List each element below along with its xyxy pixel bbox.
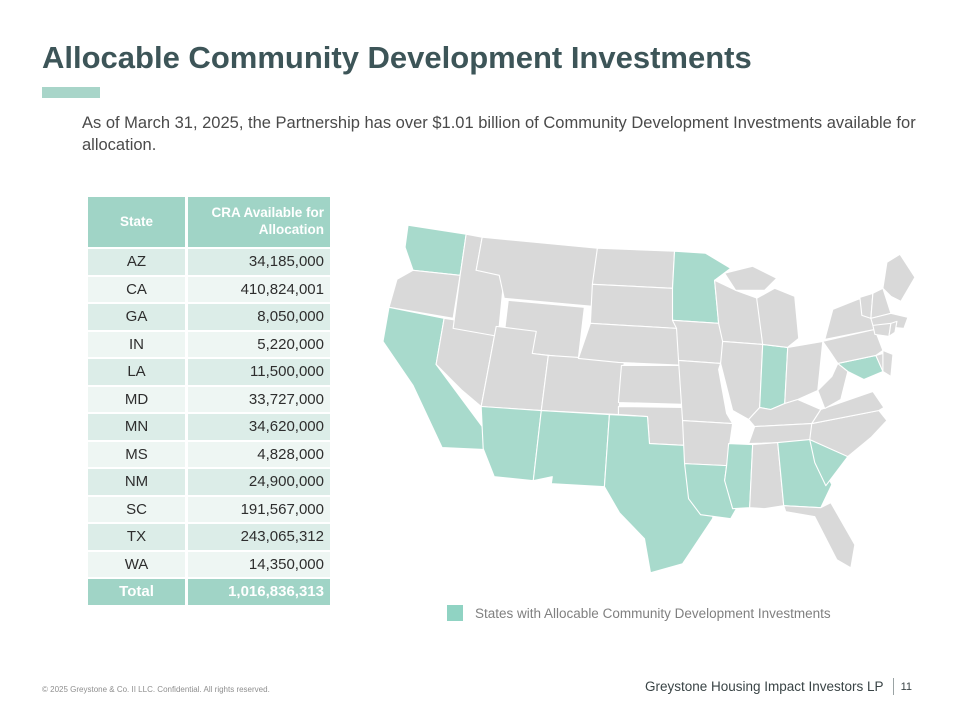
- value-cell: 243,065,312: [188, 524, 330, 550]
- state-cell: SC: [88, 496, 185, 522]
- copyright-text: © 2025 Greystone & Co. II LLC. Confident…: [42, 685, 270, 694]
- table-header: State CRA Available for Allocation: [88, 197, 330, 247]
- state-cell: MN: [88, 414, 185, 440]
- page-number: 11: [900, 680, 912, 693]
- state-OH: [784, 340, 824, 405]
- state-GA: [777, 439, 833, 509]
- state-cell: MS: [88, 441, 185, 467]
- company-name: Greystone Housing Impact Investors LP: [644, 679, 884, 694]
- state-IN: [759, 343, 789, 411]
- state-cell: LA: [88, 359, 185, 385]
- table-row: IN 5,220,000: [88, 331, 330, 357]
- state-cell: GA: [88, 304, 185, 330]
- column-header-cra-available: CRA Available for Allocation: [188, 197, 330, 247]
- state-ME: [882, 253, 916, 302]
- total-label: Total: [88, 579, 185, 605]
- state-cell: IN: [88, 331, 185, 357]
- value-cell: 191,567,000: [188, 496, 330, 522]
- value-cell: 24,900,000: [188, 469, 330, 495]
- value-cell: 33,727,000: [188, 386, 330, 412]
- table-row: TX 243,065,312: [88, 524, 330, 550]
- state-MI: [756, 287, 800, 348]
- total-value: 1,016,836,313: [188, 579, 330, 605]
- legend-label: States with Allocable Community Developm…: [475, 605, 831, 621]
- footer-divider: [892, 678, 894, 695]
- state-cell: MD: [88, 386, 185, 412]
- value-cell: 14,350,000: [188, 551, 330, 577]
- state-IA: [671, 319, 726, 364]
- legend-swatch-icon: [447, 605, 463, 621]
- table-row: CA 410,824,001: [88, 276, 330, 302]
- value-cell: 4,828,000: [188, 441, 330, 467]
- state-FL: [783, 502, 856, 569]
- table-row: WA 14,350,000: [88, 551, 330, 577]
- state-CO: [540, 354, 625, 416]
- state-AR: [681, 419, 734, 467]
- state-cell: CA: [88, 276, 185, 302]
- column-header-state: State: [88, 197, 185, 247]
- table-row: AZ 34,185,000: [88, 249, 330, 275]
- state-cell: AZ: [88, 249, 185, 275]
- state-cell: TX: [88, 524, 185, 550]
- title-accent-bar: [42, 87, 100, 98]
- state-CT: [872, 322, 892, 337]
- state-cell: NM: [88, 469, 185, 495]
- state-cell: WA: [88, 551, 185, 577]
- state-IL: [720, 340, 764, 421]
- table-row: MD 33,727,000: [88, 386, 330, 412]
- state-SD: [589, 283, 678, 329]
- table-row: MS 4,828,000: [88, 441, 330, 467]
- value-cell: 8,050,000: [188, 304, 330, 330]
- state-OR: [388, 269, 461, 319]
- state-MI-upper: [724, 265, 778, 291]
- table-row: NM 24,900,000: [88, 469, 330, 495]
- total-row: Total 1,016,836,313: [88, 579, 330, 605]
- page-title: Allocable Community Development Investme…: [42, 40, 752, 75]
- table-body: AZ 34,185,000 CA 410,824,001 GA 8,050,000 IN 5,…: [88, 249, 330, 577]
- state-RI: [888, 320, 898, 337]
- value-cell: 5,220,000: [188, 331, 330, 357]
- state-WA: [404, 224, 467, 276]
- state-VA: [811, 390, 885, 425]
- state-ND: [591, 247, 676, 289]
- table-row: LA 11,500,000: [88, 359, 330, 385]
- state-NE: [577, 322, 694, 366]
- us-map-svg: [382, 224, 916, 574]
- state-AL: [749, 442, 785, 510]
- value-cell: 34,620,000: [188, 414, 330, 440]
- table-row: MN 34,620,000: [88, 414, 330, 440]
- state-NJ: [882, 349, 894, 378]
- subtitle-text: As of March 31, 2025, the Partnership ha…: [82, 114, 916, 155]
- footer-right: Greystone Housing Impact Investors LP 11: [645, 678, 912, 695]
- table-row: GA 8,050,000: [88, 304, 330, 330]
- value-cell: 410,824,001: [188, 276, 330, 302]
- map-legend: States with Allocable Community Developm…: [447, 605, 831, 621]
- value-cell: 34,185,000: [188, 249, 330, 275]
- value-cell: 11,500,000: [188, 359, 330, 385]
- us-states-map: [382, 216, 939, 584]
- cra-allocation-table: State CRA Available for Allocation AZ 34,…: [85, 195, 333, 607]
- table-row: SC 191,567,000: [88, 496, 330, 522]
- state-AZ: [480, 405, 542, 482]
- state-NM: [532, 409, 610, 488]
